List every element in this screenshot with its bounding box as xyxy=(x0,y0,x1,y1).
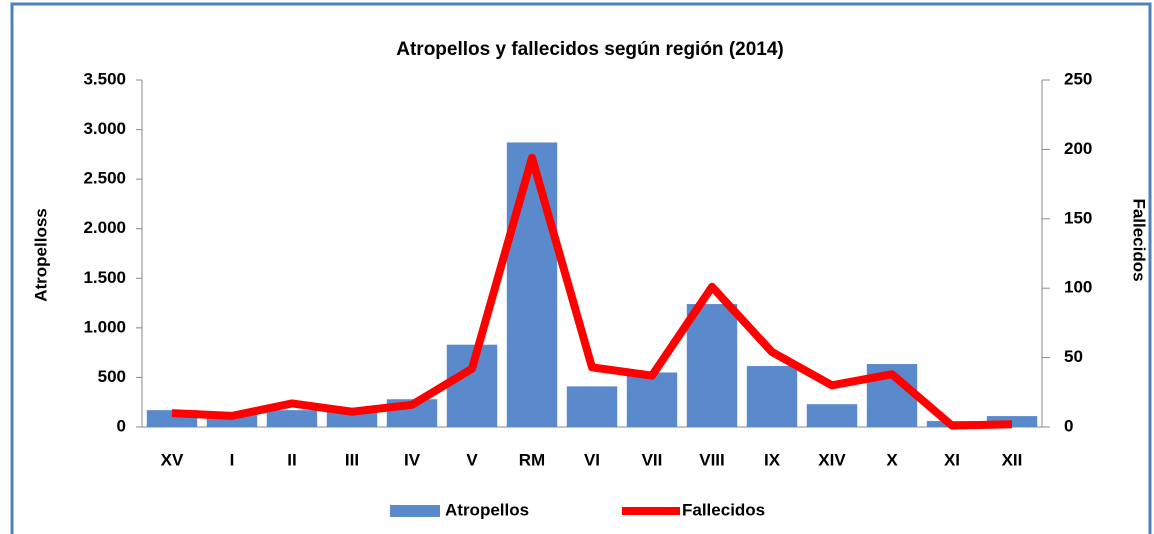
bar xyxy=(746,366,798,427)
y2-tick-label: 100 xyxy=(1064,278,1092,297)
x-tick-label: RM xyxy=(519,450,545,469)
bar xyxy=(506,142,558,427)
y2-tick-label: 250 xyxy=(1064,69,1092,88)
y-tick-label: 0 xyxy=(117,416,126,435)
x-tick-label: VIII xyxy=(699,450,725,469)
bar xyxy=(986,416,1038,427)
x-tick-label: IV xyxy=(404,450,421,469)
legend-label: Fallecidos xyxy=(682,500,765,519)
frame xyxy=(10,2,1152,534)
x-tick-label: XI xyxy=(944,450,960,469)
bar xyxy=(566,386,618,427)
x-tick-label: IX xyxy=(764,450,781,469)
x-tick-label: V xyxy=(466,450,478,469)
legend-label: Atropellos xyxy=(445,500,529,519)
x-tick-label: I xyxy=(230,450,235,469)
y2-tick-label: 150 xyxy=(1064,208,1092,227)
y2-tick-label: 50 xyxy=(1064,347,1083,366)
x-tick-label: XV xyxy=(161,450,184,469)
y-tick-label: 2.000 xyxy=(83,218,126,237)
y2-axis-title: Fallecidos xyxy=(1130,198,1149,281)
x-tick-label: XIV xyxy=(818,450,846,469)
y-tick-label: 500 xyxy=(98,367,126,386)
y2-tick-label: 0 xyxy=(1064,416,1073,435)
bar xyxy=(686,304,738,427)
y-tick-label: 1.000 xyxy=(83,317,126,336)
bar xyxy=(626,372,678,427)
chart-title: Atropellos y fallecidos según región (20… xyxy=(396,39,784,60)
line xyxy=(171,153,1013,430)
legend-swatch xyxy=(390,505,440,517)
x-tick-label: VI xyxy=(584,450,600,469)
y-tick-label: 3.000 xyxy=(83,119,126,138)
y-tick-label: 2.500 xyxy=(83,169,126,188)
x-tick-label: III xyxy=(345,450,359,469)
bar xyxy=(326,412,378,427)
x-tick-label: II xyxy=(287,450,296,469)
x-tick-label: X xyxy=(886,450,898,469)
bar xyxy=(806,404,858,427)
x-tick-label: VII xyxy=(642,450,663,469)
y-tick-label: 1.500 xyxy=(83,268,126,287)
y-tick-label: 3.500 xyxy=(83,69,126,88)
y2-tick-label: 200 xyxy=(1064,139,1092,158)
bar xyxy=(266,410,318,427)
y-axis-title: Atropelloss xyxy=(31,208,50,302)
x-tick-label: XII xyxy=(1002,450,1023,469)
